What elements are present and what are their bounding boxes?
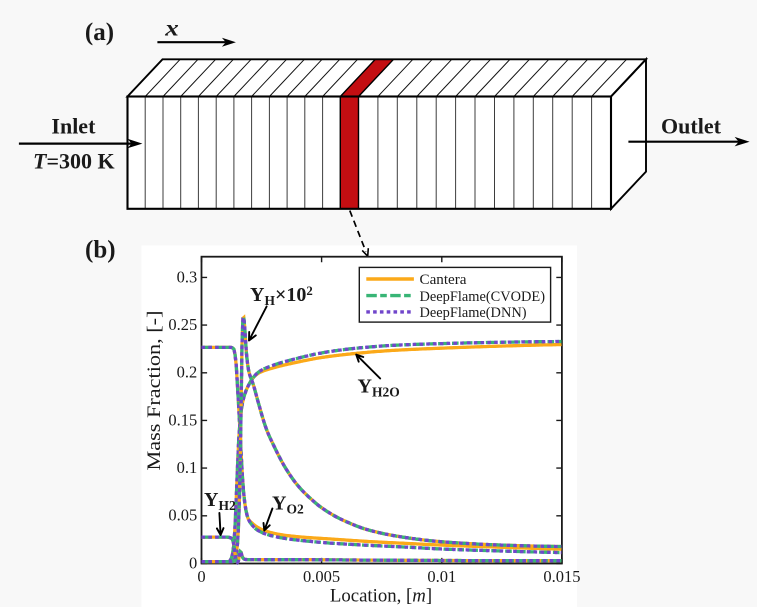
svg-text:DeepFlame(DNN): DeepFlame(DNN) [420,304,527,321]
svg-text:Cantera: Cantera [420,271,467,288]
svg-text:DeepFlame(CVODE): DeepFlame(CVODE) [420,288,546,305]
svg-text:0.2: 0.2 [177,363,198,382]
svg-text:0.005: 0.005 [303,567,340,586]
svg-text:Outlet: Outlet [661,114,722,139]
svg-text:(a): (a) [85,19,114,46]
svg-text:0.3: 0.3 [177,267,198,286]
svg-text:0: 0 [197,567,205,586]
svg-text:T=300 K: T=300 K [33,149,115,174]
svg-text:0.1: 0.1 [177,458,198,477]
svg-text:0.015: 0.015 [543,567,580,586]
svg-text:x: x [164,16,179,41]
svg-text:Mass Fraction, [-]: Mass Fraction, [-] [144,311,165,471]
svg-text:Inlet: Inlet [51,114,96,139]
svg-text:0.01: 0.01 [427,567,456,586]
svg-text:YH×102: YH×102 [250,284,313,308]
svg-text:(b): (b) [85,237,116,264]
svg-text:0: 0 [189,553,197,572]
svg-text:0.05: 0.05 [168,506,197,525]
svg-text:Location, [m]: Location, [m] [330,586,432,607]
svg-text:0.25: 0.25 [168,315,197,334]
svg-text:0.15: 0.15 [168,410,197,429]
